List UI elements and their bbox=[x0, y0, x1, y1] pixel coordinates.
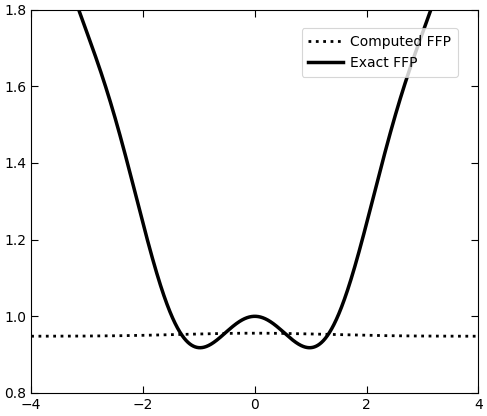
Line: Computed FFP: Computed FFP bbox=[31, 333, 478, 336]
Computed FFP bbox=[28, 334, 34, 339]
Legend: Computed FFP, Exact FFP: Computed FFP, Exact FFP bbox=[301, 28, 458, 77]
Exact FFP bbox=[381, 155, 387, 160]
Computed FFP bbox=[252, 331, 258, 336]
Computed FFP bbox=[463, 334, 468, 339]
Computed FFP bbox=[234, 331, 240, 336]
Computed FFP bbox=[381, 333, 387, 338]
Exact FFP bbox=[246, 314, 252, 319]
Computed FFP bbox=[51, 334, 57, 339]
Computed FFP bbox=[475, 334, 481, 339]
Exact FFP bbox=[307, 345, 313, 350]
Computed FFP bbox=[246, 331, 252, 336]
Exact FFP bbox=[234, 321, 240, 326]
Line: Exact FFP: Exact FFP bbox=[31, 0, 478, 348]
Computed FFP bbox=[463, 334, 468, 339]
